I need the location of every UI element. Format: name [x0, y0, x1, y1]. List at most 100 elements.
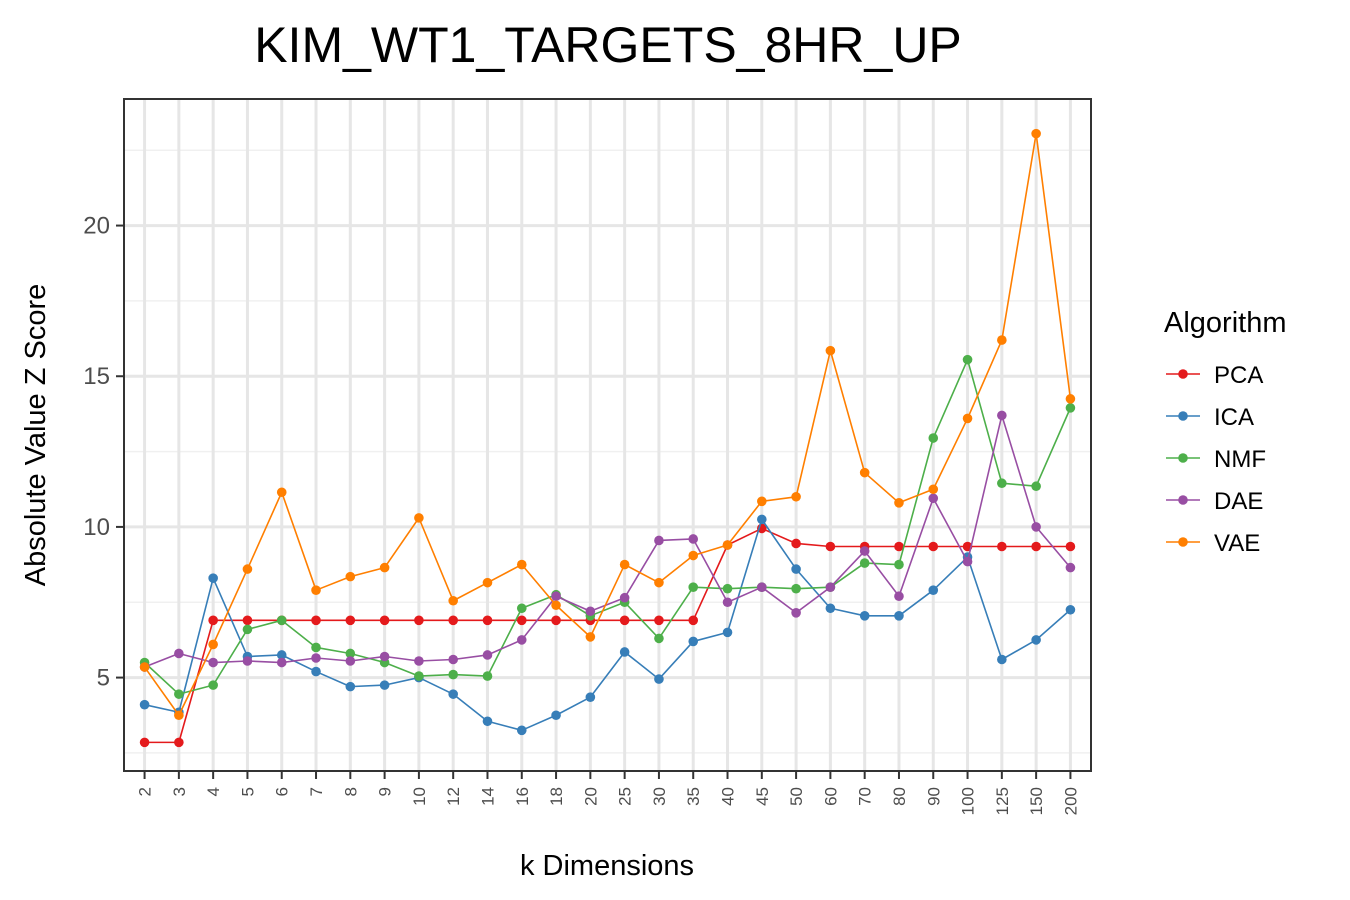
data-point-nmf	[311, 642, 321, 653]
plot-panel	[123, 98, 1092, 772]
x-tick-label: 50	[787, 787, 806, 806]
data-point-pca	[1031, 541, 1041, 552]
series-ica	[139, 514, 1076, 736]
data-point-vae	[276, 487, 287, 498]
x-tick-label: 16	[513, 787, 532, 806]
data-point-vae	[722, 540, 733, 550]
data-point-dae	[208, 657, 218, 668]
data-point-ica	[1031, 635, 1041, 645]
data-point-vae	[414, 513, 424, 523]
data-point-nmf	[345, 648, 356, 659]
plot-border	[123, 98, 1092, 772]
data-point-pca	[311, 615, 321, 626]
data-point-dae	[482, 650, 493, 660]
data-point-dae	[654, 535, 664, 546]
data-point-nmf	[208, 680, 218, 690]
data-point-dae	[757, 582, 767, 592]
data-point-dae	[551, 591, 561, 602]
data-point-dae	[276, 657, 287, 668]
data-point-pca	[688, 615, 699, 626]
x-tick-label: 3	[170, 787, 189, 796]
data-point-vae	[242, 564, 253, 574]
data-point-pca	[482, 615, 493, 626]
legend-label: VAE	[1214, 530, 1260, 557]
data-point-nmf	[1031, 481, 1041, 492]
data-point-ica	[551, 710, 561, 721]
y-axis: 5 10 15 20	[83, 213, 124, 692]
data-point-nmf	[1065, 403, 1076, 413]
series-layer	[139, 128, 1076, 748]
data-point-vae	[448, 595, 458, 606]
data-point-ica	[654, 674, 664, 684]
data-point-ica	[516, 725, 527, 736]
y-tick-label: 10	[83, 514, 110, 541]
data-point-ica	[448, 689, 458, 699]
data-point-nmf	[722, 583, 733, 594]
data-point-nmf	[894, 559, 904, 570]
x-tick-label: 35	[684, 787, 703, 806]
data-point-nmf	[962, 354, 973, 365]
data-point-pca	[345, 615, 356, 626]
data-point-dae	[1031, 522, 1041, 532]
x-tick-label: 10	[410, 787, 429, 806]
data-point-dae	[825, 582, 836, 592]
legend-title: Algorithm	[1164, 307, 1287, 339]
data-point-vae	[791, 491, 801, 502]
data-point-vae	[894, 498, 904, 508]
legend-key-point	[1178, 495, 1188, 505]
plot-background	[124, 99, 1091, 771]
data-point-dae	[1065, 562, 1076, 573]
data-point-pca	[894, 541, 904, 552]
data-point-ica	[928, 585, 939, 595]
x-tick-label: 6	[273, 787, 292, 796]
x-tick-label: 100	[959, 787, 978, 815]
data-point-pca	[551, 615, 561, 626]
data-point-ica	[997, 654, 1007, 665]
x-tick-label: 150	[1027, 787, 1046, 815]
data-point-ica	[722, 627, 733, 638]
data-point-ica	[379, 680, 390, 690]
legend-key-point	[1178, 453, 1188, 463]
data-point-ica	[1065, 604, 1076, 615]
data-point-vae	[757, 496, 767, 507]
data-point-dae	[174, 648, 184, 659]
legend-item-dae: DAE	[1166, 488, 1263, 515]
data-point-dae	[722, 597, 733, 608]
data-point-vae	[174, 710, 184, 721]
data-point-vae	[825, 345, 836, 356]
x-tick-label: 12	[444, 787, 463, 806]
data-point-pca	[414, 615, 424, 626]
data-point-vae	[482, 577, 493, 588]
legend-item-nmf: NMF	[1166, 446, 1266, 473]
data-point-ica	[619, 647, 630, 657]
data-point-dae	[311, 653, 321, 663]
data-point-nmf	[242, 624, 253, 635]
legend-label: PCA	[1214, 362, 1263, 389]
data-point-ica	[757, 514, 767, 525]
legend-item-vae: VAE	[1166, 530, 1260, 557]
data-point-pca	[1065, 541, 1076, 552]
data-point-dae	[997, 410, 1007, 421]
data-point-vae	[654, 577, 664, 588]
x-axis-title: k Dimensions	[520, 850, 694, 882]
data-point-nmf	[448, 669, 458, 680]
x-tick-label: 20	[581, 787, 600, 806]
y-axis-title: Absolute Value Z Score	[20, 284, 52, 587]
data-point-dae	[962, 556, 973, 567]
series-dae	[139, 410, 1076, 672]
data-point-dae	[379, 651, 390, 662]
data-point-dae	[414, 656, 424, 666]
data-point-dae	[345, 656, 356, 666]
data-point-vae	[688, 550, 699, 561]
data-point-dae	[791, 607, 801, 618]
data-point-ica	[791, 564, 801, 574]
x-tick-label: 7	[307, 787, 326, 796]
legend-key-point	[1178, 411, 1188, 421]
data-point-pca	[208, 615, 218, 626]
data-point-nmf	[174, 689, 184, 699]
data-point-vae	[585, 632, 596, 642]
legend-item-ica: ICA	[1166, 404, 1254, 431]
data-point-nmf	[654, 633, 664, 644]
x-tick-label: 25	[616, 787, 635, 806]
